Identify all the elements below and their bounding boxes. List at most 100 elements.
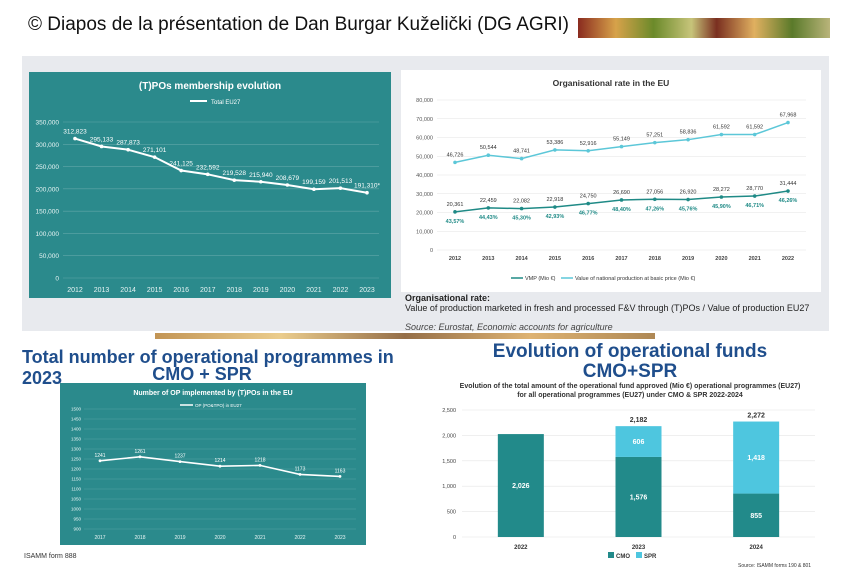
- funds-chart-panel: Evolution of the total amount of the ope…: [430, 382, 830, 572]
- data-point: [486, 153, 491, 158]
- data-point: [752, 194, 757, 198]
- org-rate-definition: Value of production marketed in fresh an…: [405, 303, 810, 313]
- data-label: 22,459: [480, 198, 497, 204]
- y-tick-label: 150,000: [36, 209, 60, 216]
- y-tick-label: 1200: [71, 467, 82, 472]
- op-chart-footer: ISAMM form 888: [24, 553, 77, 560]
- x-tick-label: 2019: [682, 256, 694, 262]
- y-tick-label: 0: [453, 535, 456, 541]
- rate-label: 45,90%: [712, 204, 731, 210]
- y-tick-label: 2,500: [442, 408, 456, 414]
- bar-spr-2023: [615, 426, 662, 457]
- data-label: 201,513: [329, 178, 353, 185]
- membership-chart: (T)POs membership evolution Total EU27 0 50…: [36, 81, 381, 294]
- x-tick-label: 2017: [200, 287, 216, 294]
- data-label: 1237: [174, 454, 185, 460]
- y-tick-label: 950: [73, 517, 81, 522]
- data-label: 48,741: [513, 149, 530, 155]
- rate-label: 46,71%: [745, 203, 764, 209]
- data-point: [619, 198, 624, 202]
- data-label: 208,679: [276, 175, 300, 182]
- y-tick-label: 350,000: [36, 120, 60, 127]
- x-tick-label: 2015: [549, 256, 561, 262]
- data-point: [152, 155, 157, 159]
- data-point: [752, 132, 757, 137]
- data-label: 199,159: [302, 179, 326, 186]
- y-tick-label: 2,000: [442, 433, 456, 439]
- data-point: [73, 136, 77, 141]
- x-tick-label: 2022: [782, 256, 794, 262]
- data-point: [519, 206, 524, 211]
- funds-section-title: Evolution of operational funds: [492, 341, 768, 362]
- y-tick-label: 300,000: [36, 142, 60, 149]
- y-tick-label: 1500: [71, 407, 82, 412]
- x-tick-label: 2021: [749, 256, 761, 262]
- data-point: [178, 460, 182, 463]
- x-tick-label: 2024: [749, 545, 763, 551]
- data-point: [205, 172, 210, 177]
- data-label: 1241: [94, 453, 105, 459]
- organisational-rate-chart: Organisational rate in the EU 0 10,000 20,0…: [416, 78, 806, 282]
- data-point: [519, 156, 524, 161]
- y-tick-label: 40,000: [416, 173, 433, 179]
- data-point: [258, 464, 262, 467]
- data-label: 191,310*: [354, 183, 380, 190]
- data-label: 295,133: [90, 136, 114, 143]
- data-point: [653, 140, 657, 145]
- data-point: [453, 160, 457, 165]
- rate-label: 48,40%: [612, 207, 631, 213]
- x-tick-label: 2022: [294, 535, 305, 541]
- data-point: [338, 475, 342, 478]
- y-tick-label: 200,000: [36, 186, 60, 193]
- data-label: 312,823: [63, 129, 87, 136]
- y-tick-label: 1050: [71, 497, 82, 502]
- y-tick-label: 1450: [71, 417, 82, 422]
- x-tick-label: 2020: [214, 535, 225, 541]
- data-point: [786, 189, 790, 193]
- organisational-rate-panel: Organisational rate in the EU 0 10,000 20,0…: [401, 70, 821, 292]
- y-tick-label: 10,000: [416, 229, 433, 235]
- data-point: [99, 144, 104, 149]
- bar-label: 855: [750, 513, 762, 520]
- produce-photo-strip: [578, 18, 830, 38]
- x-tick-label: 2014: [515, 256, 528, 262]
- funds-chart: Evolution of the total amount of the ope…: [442, 383, 815, 560]
- data-label: 28,770: [746, 186, 763, 192]
- y-tick-label: 30,000: [416, 192, 433, 198]
- x-tick-label: 2017: [615, 256, 627, 262]
- chart-title-line2: for all operational programmes (EU27) un…: [517, 392, 743, 399]
- data-point: [232, 178, 237, 182]
- legend-label: Total EU27: [211, 100, 241, 106]
- y-tick-label: 1350: [71, 437, 82, 442]
- data-label: 67,968: [780, 113, 797, 119]
- x-tick-label: 2019: [174, 535, 185, 541]
- x-tick-label: 2021: [254, 535, 265, 541]
- legend-label-cmo: CMO: [616, 554, 630, 560]
- op-chart: Number of OP implemented by (T)POs in th…: [71, 390, 356, 541]
- y-tick-label: 80,000: [416, 98, 433, 104]
- funds-chart-footer: Source: ISAMM forms 190 & 801: [738, 563, 812, 569]
- data-label: 31,444: [780, 181, 797, 187]
- data-point: [553, 148, 557, 152]
- legend-label-vmp: VMP (Mio €): [525, 276, 556, 282]
- data-label: 271,101: [143, 147, 167, 154]
- x-tick-label: 2016: [173, 287, 189, 294]
- bar-label: 606: [633, 439, 645, 446]
- y-tick-label: 70,000: [416, 117, 433, 123]
- data-label: 53,386: [546, 140, 563, 146]
- legend-swatch-spr: [636, 552, 642, 558]
- rate-label: 47,26%: [645, 206, 664, 212]
- y-tick-label: 20,000: [416, 211, 433, 217]
- data-point: [259, 179, 263, 184]
- data-label: 241,125: [169, 161, 193, 168]
- data-label: 52,916: [580, 141, 597, 147]
- y-tick-label: 1,000: [442, 484, 456, 490]
- y-tick-label: 1400: [71, 427, 82, 432]
- x-tick-label: 2020: [715, 256, 727, 262]
- x-tick-label: 2018: [649, 256, 661, 262]
- data-point: [619, 144, 624, 149]
- y-tick-label: 50,000: [416, 154, 433, 160]
- data-point: [719, 132, 724, 137]
- x-tick-label: 2023: [632, 545, 646, 551]
- x-tick-label: 2021: [306, 287, 322, 294]
